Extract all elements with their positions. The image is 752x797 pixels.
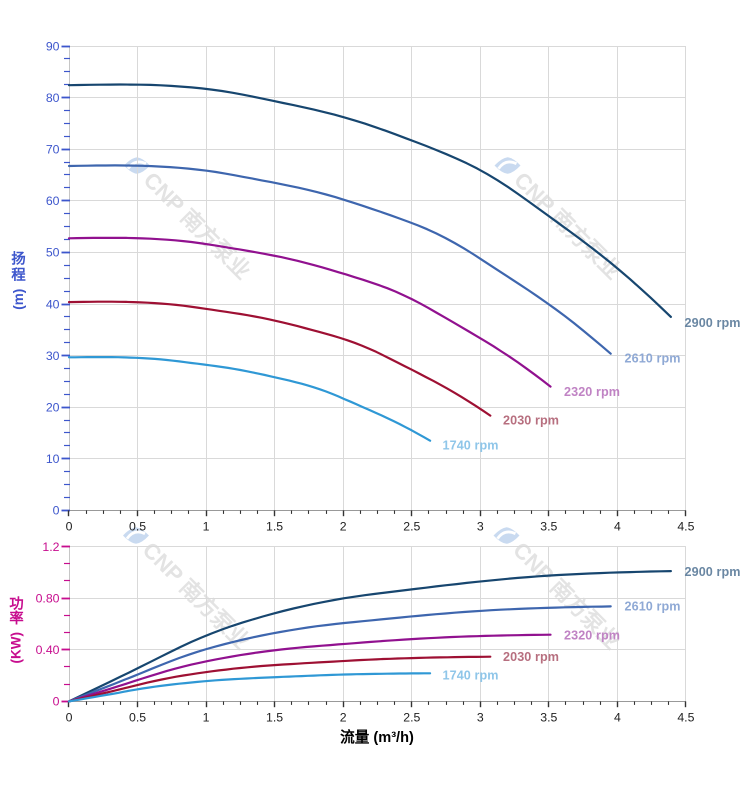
svg-text:2030 rpm: 2030 rpm <box>503 650 559 664</box>
svg-text:扬: 扬 <box>11 250 25 268</box>
svg-text:80: 80 <box>46 91 60 105</box>
svg-text:1.5: 1.5 <box>266 520 283 534</box>
svg-text:4.5: 4.5 <box>677 520 694 534</box>
svg-text:4: 4 <box>614 711 621 725</box>
svg-text:3.5: 3.5 <box>540 711 557 725</box>
svg-text:1740 rpm: 1740 rpm <box>443 439 499 453</box>
svg-text:3: 3 <box>477 520 484 534</box>
svg-text:0: 0 <box>66 520 73 534</box>
svg-text:3.5: 3.5 <box>540 520 557 534</box>
svg-text:4.5: 4.5 <box>677 711 694 725</box>
svg-text:0: 0 <box>66 711 73 725</box>
svg-text:1740 rpm: 1740 rpm <box>443 668 499 682</box>
svg-text:1.5: 1.5 <box>266 711 283 725</box>
svg-text:0: 0 <box>53 695 60 709</box>
svg-text:0.5: 0.5 <box>129 520 146 534</box>
svg-text:2.5: 2.5 <box>403 711 420 725</box>
svg-text:0.5: 0.5 <box>129 711 146 725</box>
svg-text:(KW): (KW) <box>8 632 23 663</box>
svg-text:3: 3 <box>477 711 484 725</box>
svg-text:2610 rpm: 2610 rpm <box>625 600 681 614</box>
svg-text:0: 0 <box>53 504 60 518</box>
svg-text:2030 rpm: 2030 rpm <box>503 413 559 427</box>
svg-text:50: 50 <box>46 246 60 260</box>
svg-text:流量 (m³/h): 流量 (m³/h) <box>340 728 414 746</box>
svg-text:40: 40 <box>46 297 60 311</box>
svg-text:60: 60 <box>46 194 60 208</box>
svg-text:2: 2 <box>340 711 347 725</box>
svg-text:0.80: 0.80 <box>36 592 60 606</box>
svg-text:1: 1 <box>203 520 210 534</box>
svg-text:2320 rpm: 2320 rpm <box>564 629 620 643</box>
svg-text:功: 功 <box>9 596 23 613</box>
svg-text:20: 20 <box>46 401 60 415</box>
svg-text:2320 rpm: 2320 rpm <box>564 385 620 399</box>
svg-text:70: 70 <box>46 143 60 157</box>
svg-text:2610 rpm: 2610 rpm <box>625 352 681 366</box>
svg-text:30: 30 <box>46 349 60 363</box>
svg-text:率: 率 <box>9 609 23 627</box>
svg-text:2900 rpm: 2900 rpm <box>685 565 741 579</box>
svg-text:2: 2 <box>340 520 347 534</box>
svg-text:10: 10 <box>46 452 60 466</box>
svg-text:2.5: 2.5 <box>403 520 420 534</box>
svg-text:(m): (m) <box>11 289 26 310</box>
svg-text:4: 4 <box>614 520 621 534</box>
svg-text:1: 1 <box>203 711 210 725</box>
svg-text:90: 90 <box>46 39 60 53</box>
svg-text:程: 程 <box>11 267 26 284</box>
svg-text:1.2: 1.2 <box>42 540 59 554</box>
svg-text:2900 rpm: 2900 rpm <box>685 316 741 330</box>
svg-text:0.40: 0.40 <box>36 643 60 657</box>
